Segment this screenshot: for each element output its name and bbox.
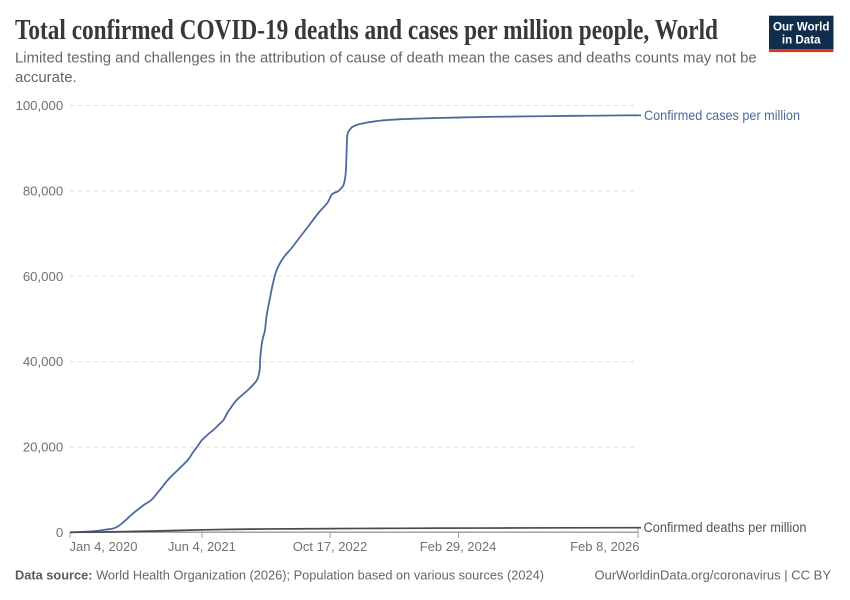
svg-text:accurate.: accurate. [15,69,77,86]
svg-text:40,000: 40,000 [23,354,63,369]
svg-text:Data source: World Health Orga: Data source: World Health Organization (… [15,568,544,583]
svg-text:100,000: 100,000 [16,98,64,113]
svg-text:Oct 17, 2022: Oct 17, 2022 [293,539,367,554]
svg-text:Jun 4, 2021: Jun 4, 2021 [168,539,236,554]
svg-text:Limited testing and challenges: Limited testing and challenges in the at… [15,51,757,67]
svg-text:20,000: 20,000 [23,440,63,455]
svg-text:Total confirmed COVID-19 death: Total confirmed COVID-19 deaths and case… [15,15,718,46]
svg-text:Feb 29, 2024: Feb 29, 2024 [420,539,497,554]
svg-text:Jan 4, 2020: Jan 4, 2020 [70,539,138,554]
svg-text:80,000: 80,000 [23,183,63,198]
svg-text:60,000: 60,000 [23,269,63,284]
svg-text:in Data: in Data [782,33,821,46]
svg-text:OurWorldinData.org/coronavirus: OurWorldinData.org/coronavirus | CC BY [594,568,831,583]
svg-text:0: 0 [56,525,63,540]
svg-text:Confirmed cases per million: Confirmed cases per million [644,107,800,123]
svg-text:Feb 8, 2026: Feb 8, 2026 [570,539,639,554]
svg-text:Confirmed deaths per million: Confirmed deaths per million [644,519,807,535]
svg-text:Our World: Our World [773,21,829,34]
